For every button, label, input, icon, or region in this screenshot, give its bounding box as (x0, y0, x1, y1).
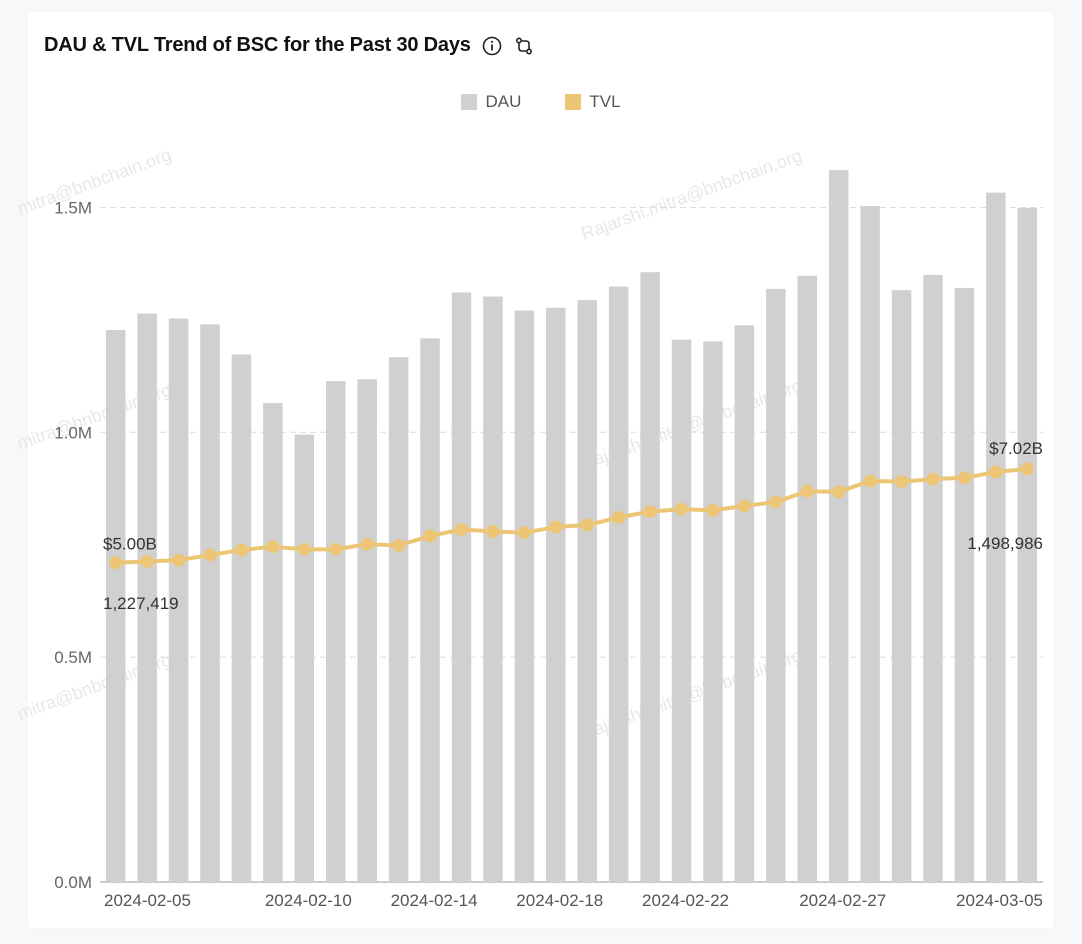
data-label: $5.00B (103, 535, 157, 554)
tvl-point (612, 510, 626, 524)
tvl-line (115, 466, 1028, 565)
tvl-point (234, 543, 248, 557)
convert-icon[interactable] (513, 35, 535, 57)
tvl-point (580, 518, 594, 532)
tvl-point (957, 471, 971, 485)
dau-bar (923, 274, 943, 883)
tvl-point (769, 495, 783, 509)
dau-bar (640, 272, 660, 882)
dau-bar (954, 287, 975, 882)
dau-bar (860, 206, 880, 882)
dau-bar (577, 300, 597, 882)
dau-bar (797, 275, 817, 882)
dau-bar (546, 307, 566, 883)
dau-bar (891, 290, 912, 882)
tvl-point (800, 484, 814, 498)
tvl-point (454, 523, 468, 537)
x-tick-label: 2024-02-18 (516, 891, 603, 910)
legend-item-tvl[interactable]: TVL (565, 92, 621, 112)
legend-swatch-tvl (565, 94, 582, 110)
tvl-point (675, 502, 689, 516)
dau-bar (1017, 207, 1038, 883)
chart-title: DAU & TVL Trend of BSC for the Past 30 D… (44, 34, 471, 56)
dau-bar (828, 170, 849, 882)
tvl-point (109, 556, 123, 570)
legend-label-tvl: TVL (589, 92, 621, 111)
x-tick-label: 2024-03-05 (956, 891, 1043, 910)
tvl-point (989, 465, 1003, 479)
y-tick-label: 1.5M (54, 198, 92, 217)
dau-bar (671, 339, 692, 882)
tvl-point (1020, 462, 1034, 476)
dau-bar (703, 341, 723, 882)
tvl-point (926, 472, 940, 486)
legend-label-dau: DAU (485, 92, 522, 111)
x-tick-label: 2024-02-05 (104, 891, 191, 910)
gridlines (100, 206, 1043, 883)
dau-bar (357, 379, 377, 882)
tvl-point (517, 526, 531, 540)
x-tick-label: 2024-02-22 (642, 891, 729, 910)
x-axis-ticks: 2024-02-05 2024-02-10 2024-02-14 2024-02-18… (104, 891, 1043, 910)
y-axis-ticks: 0.0M 0.5M 1.0M 1.5M (54, 198, 92, 892)
dau-bar (326, 381, 346, 882)
tvl-point (297, 542, 311, 556)
chart-header: DAU & TVL Trend of BSC for the Past 30 D… (44, 34, 535, 57)
legend-item-dau[interactable]: DAU (461, 92, 521, 112)
dau-bar (608, 286, 629, 883)
info-icon[interactable] (481, 35, 503, 57)
tvl-point (737, 499, 751, 513)
tvl-point (643, 505, 657, 519)
dau-bar (388, 357, 409, 883)
tvl-point (172, 553, 186, 567)
x-tick-label: 2024-02-10 (265, 891, 352, 910)
tvl-point (203, 548, 217, 562)
dau-bar (105, 330, 126, 882)
y-tick-label: 0.5M (54, 648, 92, 667)
dau-bar (451, 292, 472, 882)
data-labels: $5.00B $7.02B 1,227,419 1,498,986 (103, 439, 1043, 613)
dau-bar (263, 403, 283, 882)
tvl-point (423, 529, 437, 543)
data-label: 1,498,986 (967, 534, 1043, 553)
tvl-point (863, 474, 877, 488)
tvl-point (266, 540, 280, 554)
tvl-point (895, 475, 909, 489)
legend-swatch-dau (461, 94, 478, 110)
tvl-point (140, 554, 154, 568)
dau-bar (514, 310, 535, 882)
dau-bar (483, 296, 503, 883)
dau-bar (420, 338, 440, 882)
dau-bar (734, 325, 755, 882)
tvl-point (486, 524, 500, 538)
chart-legend: DAU TVL (28, 92, 1054, 112)
tvl-point (549, 520, 563, 534)
dau-bar (986, 192, 1006, 882)
tvl-point (360, 537, 374, 551)
dau-bar (294, 434, 315, 882)
watermark-text: Rajarshi.mitra@bnbchain.org (579, 145, 805, 244)
tvl-line-group (109, 462, 1034, 570)
data-label: $7.02B (989, 439, 1043, 458)
tvl-point (832, 485, 846, 499)
dau-bar (200, 324, 220, 883)
tvl-point (392, 538, 406, 552)
chart-card: DAU & TVL Trend of BSC for the Past 30 D… (28, 12, 1054, 928)
tvl-point (329, 542, 343, 556)
dau-bar (137, 313, 157, 883)
dau-bars (105, 170, 1038, 883)
data-label: 1,227,419 (103, 594, 179, 613)
x-tick-label: 2024-02-27 (799, 891, 886, 910)
dau-bar (168, 318, 189, 883)
y-tick-label: 0.0M (54, 873, 92, 892)
dau-bar (766, 288, 786, 882)
x-tick-label: 2024-02-14 (391, 891, 478, 910)
dau-bar (231, 354, 252, 882)
tvl-point (706, 503, 720, 517)
y-tick-label: 1.0M (54, 423, 92, 442)
